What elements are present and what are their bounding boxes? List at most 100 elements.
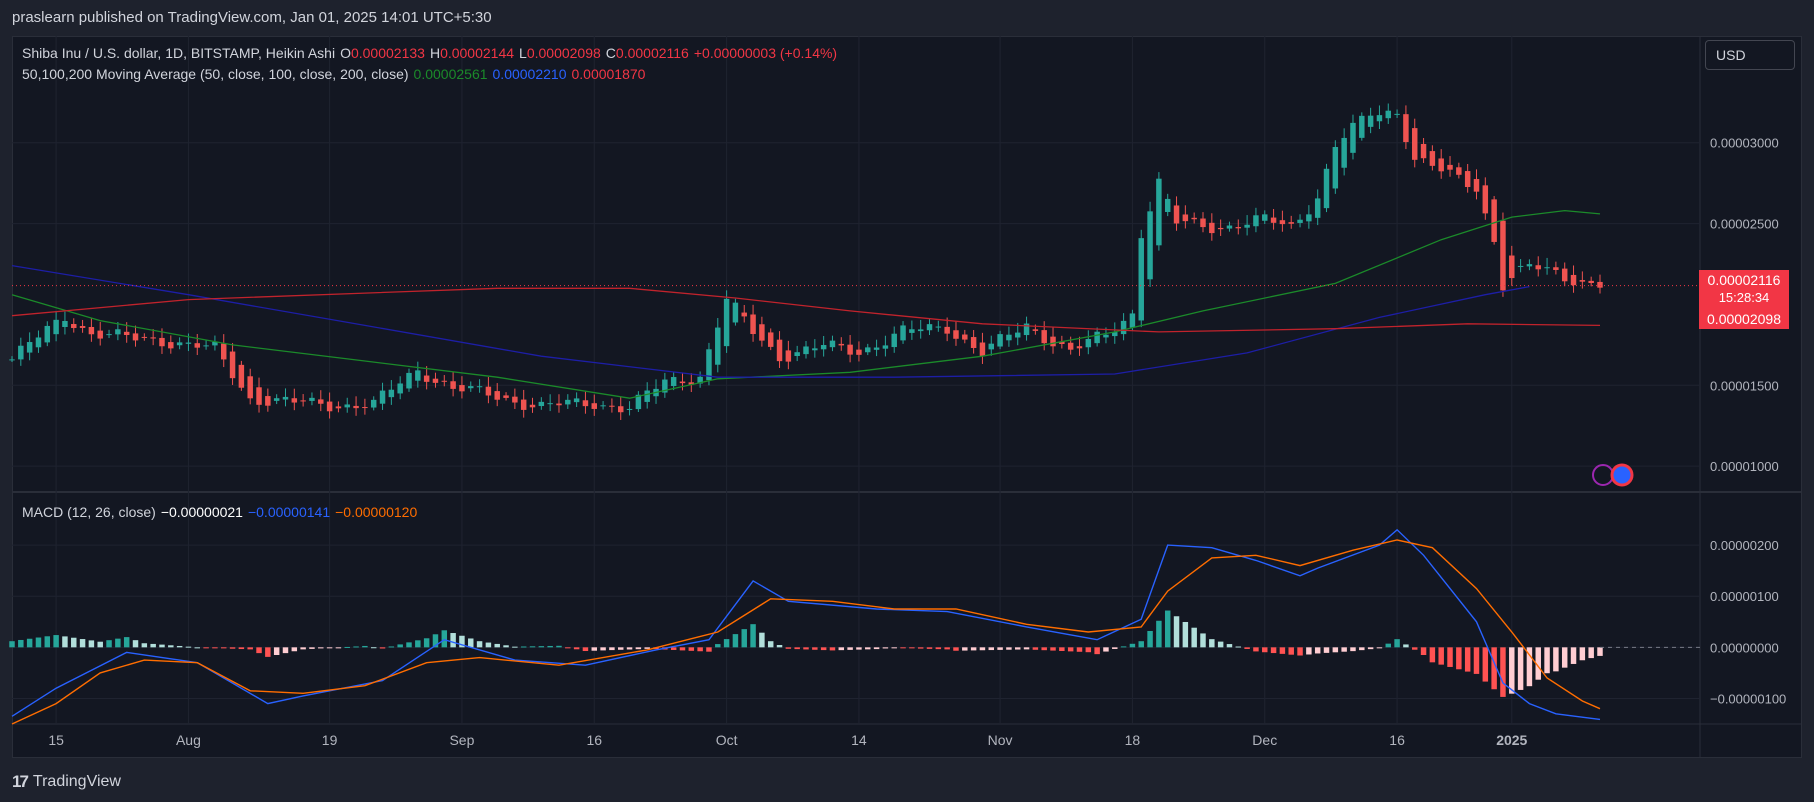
candle-body xyxy=(1209,222,1215,234)
candle-body xyxy=(247,376,253,399)
macd-histogram-bar xyxy=(1094,647,1100,655)
time-tick-label: 16 xyxy=(1389,732,1405,748)
candle-body xyxy=(1200,218,1206,228)
macd-legend: MACD (12, 26, close) −0.00000021 −0.000001… xyxy=(22,504,422,520)
candle-body xyxy=(62,320,68,327)
macd-tick-label: −0.00000100 xyxy=(1710,691,1786,706)
footer-brand[interactable]: 17 TradingView xyxy=(12,770,121,794)
candle-body xyxy=(759,324,765,341)
macd-histogram-bar xyxy=(935,647,942,650)
symbol-title[interactable]: Shiba Inu / U.S. dollar, 1D, BITSTAMP, H… xyxy=(22,45,336,61)
currency-button[interactable]: USD xyxy=(1705,40,1795,70)
candle-body xyxy=(1147,211,1153,280)
candle-body xyxy=(423,375,430,382)
candle-body xyxy=(1279,220,1286,225)
macd-histogram-bar xyxy=(1262,647,1268,653)
price-tick-label: 0.00001000 xyxy=(1710,459,1779,474)
chart-frame[interactable] xyxy=(12,36,1802,758)
macd-histogram-bar xyxy=(309,647,315,649)
candle-body xyxy=(565,399,571,405)
candle-body xyxy=(820,345,827,350)
macd-histogram-bar xyxy=(194,647,201,649)
macd-histogram-bar xyxy=(450,633,456,648)
candle-body xyxy=(1420,143,1427,159)
candle-body xyxy=(520,399,527,410)
macd-histogram-bar xyxy=(1314,647,1321,654)
candle-body xyxy=(591,403,598,409)
macd-histogram-bar xyxy=(556,645,562,648)
macd-histogram-bar xyxy=(1367,647,1374,650)
candle-body xyxy=(97,330,103,339)
macd-histogram-bar xyxy=(1067,647,1074,652)
macd-histogram-bar xyxy=(856,647,862,650)
moving-average-line xyxy=(11,287,1601,333)
candle-body xyxy=(1385,110,1392,119)
macd-histogram-bar xyxy=(1270,647,1277,654)
macd-histogram-bar xyxy=(1394,639,1400,648)
macd-histogram-bar xyxy=(953,647,959,651)
candle-body xyxy=(732,302,739,323)
candle-body xyxy=(1129,313,1136,328)
macd-histogram-bar xyxy=(247,647,253,650)
macd-histogram-bar xyxy=(1200,633,1206,648)
candle-body xyxy=(485,386,492,396)
macd-histogram-bar xyxy=(1544,647,1550,674)
macd-histogram-bar xyxy=(1359,647,1365,651)
candle-body xyxy=(265,396,271,406)
macd-histogram-bar xyxy=(582,647,589,652)
macd-histogram-bar xyxy=(1376,647,1383,649)
macd-histogram-bar xyxy=(1023,647,1030,650)
time-tick-label: Aug xyxy=(176,732,201,748)
macd-histogram-bar xyxy=(732,634,739,648)
candle-body xyxy=(626,408,633,410)
macd-histogram-bar xyxy=(379,647,386,649)
macd-histogram-bar xyxy=(679,647,686,651)
low-value: 0.00002098 xyxy=(526,45,601,61)
candle-body xyxy=(882,345,889,349)
candle-body xyxy=(1032,329,1039,331)
macd-histogram-bar xyxy=(459,635,465,648)
candle-body xyxy=(1120,320,1127,335)
macd-histogram-bar xyxy=(520,646,527,648)
macd-tick-label: 0.00000200 xyxy=(1710,538,1779,553)
candle-body xyxy=(962,334,968,340)
time-tick-label: Dec xyxy=(1252,732,1277,748)
candle-body xyxy=(891,333,897,348)
candle-body xyxy=(617,406,624,413)
price-tick-label: 0.00001500 xyxy=(1710,378,1779,393)
macd-histogram-bar xyxy=(979,647,986,651)
macd-histogram-bar xyxy=(291,647,298,652)
candle-body xyxy=(970,337,977,348)
candle-body xyxy=(873,347,880,350)
candle-body xyxy=(1085,338,1092,348)
macd-label[interactable]: MACD (12, 26, close) xyxy=(22,504,156,520)
macd-histogram-bar xyxy=(820,647,827,651)
candle-body xyxy=(397,383,403,394)
candle-body xyxy=(1244,224,1250,228)
macd-histogram-bar xyxy=(265,647,271,657)
candle-body xyxy=(220,343,227,360)
macd-histogram-bar xyxy=(1500,647,1506,697)
candle-body xyxy=(185,342,192,344)
macd-histogram-bar xyxy=(1341,647,1347,652)
candle-body xyxy=(18,345,24,360)
macd-histogram-bar xyxy=(812,647,818,650)
candle-body xyxy=(935,326,942,328)
macd-histogram-bar xyxy=(115,638,121,648)
macd-histogram-bar xyxy=(1244,647,1250,649)
candle-body xyxy=(1253,215,1259,227)
candle-body xyxy=(459,385,465,392)
macd-histogram-bar xyxy=(626,647,633,650)
ma-label[interactable]: 50,100,200 Moving Average (50, close, 10… xyxy=(22,66,409,82)
macd-histogram-bar xyxy=(988,647,995,651)
candle-body xyxy=(609,405,615,407)
macd-histogram-bar xyxy=(1006,647,1012,650)
candle-body xyxy=(750,314,756,335)
macd-histogram-bar xyxy=(1553,647,1559,672)
candle-body xyxy=(326,401,333,412)
macd-histogram-bar xyxy=(141,643,148,648)
candle-body xyxy=(582,400,589,407)
macd-histogram-bar xyxy=(150,643,156,648)
candle-body xyxy=(212,341,218,346)
